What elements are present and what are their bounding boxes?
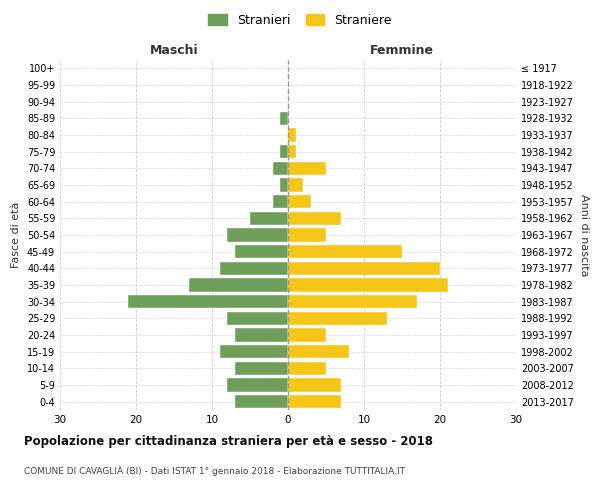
- Bar: [273, 195, 288, 208]
- Bar: [280, 112, 288, 125]
- Text: COMUNE DI CAVAGLIÀ (BI) - Dati ISTAT 1° gennaio 2018 - Elaborazione TUTTITALIA.I: COMUNE DI CAVAGLIÀ (BI) - Dati ISTAT 1° …: [24, 465, 405, 475]
- Bar: [220, 262, 288, 275]
- Bar: [235, 395, 288, 408]
- Bar: [288, 178, 303, 192]
- Bar: [288, 145, 296, 158]
- Bar: [288, 395, 341, 408]
- Bar: [288, 195, 311, 208]
- Bar: [227, 378, 288, 392]
- Bar: [189, 278, 288, 291]
- Bar: [235, 245, 288, 258]
- Bar: [288, 278, 448, 291]
- Bar: [288, 378, 341, 392]
- Bar: [288, 228, 326, 241]
- Legend: Stranieri, Straniere: Stranieri, Straniere: [206, 11, 394, 29]
- Bar: [288, 295, 417, 308]
- Bar: [288, 328, 326, 342]
- Bar: [235, 328, 288, 342]
- Text: Femmine: Femmine: [370, 44, 434, 57]
- Bar: [288, 245, 402, 258]
- Bar: [288, 262, 440, 275]
- Text: Maschi: Maschi: [149, 44, 199, 57]
- Bar: [250, 212, 288, 225]
- Bar: [128, 295, 288, 308]
- Bar: [227, 312, 288, 325]
- Text: Popolazione per cittadinanza straniera per età e sesso - 2018: Popolazione per cittadinanza straniera p…: [24, 435, 433, 448]
- Bar: [273, 162, 288, 175]
- Bar: [280, 178, 288, 192]
- Y-axis label: Anni di nascita: Anni di nascita: [579, 194, 589, 276]
- Bar: [288, 362, 326, 375]
- Bar: [220, 345, 288, 358]
- Bar: [280, 145, 288, 158]
- Y-axis label: Fasce di età: Fasce di età: [11, 202, 21, 268]
- Bar: [288, 162, 326, 175]
- Bar: [235, 362, 288, 375]
- Bar: [288, 345, 349, 358]
- Bar: [288, 212, 341, 225]
- Bar: [288, 128, 296, 141]
- Bar: [227, 228, 288, 241]
- Bar: [288, 312, 387, 325]
